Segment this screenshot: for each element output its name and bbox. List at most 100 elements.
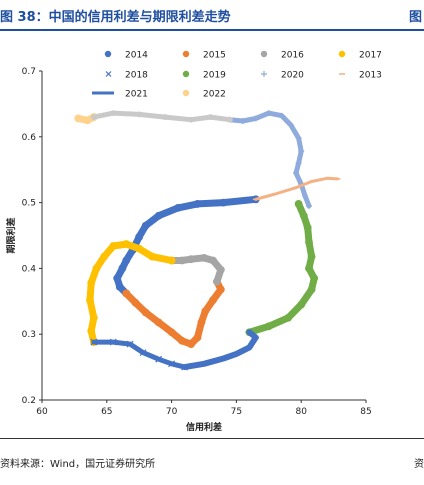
- series-point: [188, 116, 194, 123]
- series-point: [167, 328, 176, 337]
- legend-item-2018: 2018: [105, 71, 148, 81]
- y-tick-label: 0.3: [22, 330, 36, 340]
- y-tick-label: 0.6: [22, 133, 37, 143]
- footer-divider: [0, 438, 424, 439]
- series-point: [168, 360, 176, 368]
- series-point: [302, 193, 309, 200]
- legend-item-2014: 2014: [104, 51, 148, 61]
- series-point: [122, 256, 131, 265]
- x-tick-label: 60: [36, 407, 48, 417]
- series-point: [213, 277, 221, 286]
- series-point: [227, 116, 233, 123]
- legend-item-2019: 2019: [182, 70, 226, 81]
- series-point: [197, 318, 206, 327]
- series-point: [131, 298, 140, 307]
- series-point: [174, 203, 182, 212]
- x-tick-label: 70: [166, 407, 178, 417]
- series-point: [136, 111, 143, 118]
- series-point: [207, 114, 214, 120]
- series-point: [118, 264, 127, 273]
- series-point: [201, 307, 210, 316]
- series-point: [83, 116, 92, 125]
- legend-label: 2013: [359, 71, 382, 81]
- legend-marker: [261, 71, 267, 77]
- series-point: [167, 256, 176, 265]
- series-point: [178, 256, 186, 265]
- series-point: [187, 255, 195, 264]
- series-2021: [181, 329, 259, 371]
- legend-label: 2017: [359, 51, 382, 61]
- series-2018: [90, 338, 188, 371]
- legend-marker: [182, 50, 190, 58]
- x-tick-label: 75: [231, 407, 242, 417]
- series-point: [209, 256, 217, 265]
- series-point: [122, 289, 131, 298]
- series-point: [109, 338, 117, 346]
- series-point: [141, 308, 150, 317]
- series-point: [193, 200, 202, 208]
- next-figure-title-fragment: 图: [409, 10, 423, 25]
- series-point: [216, 265, 225, 274]
- series-point: [154, 318, 163, 327]
- series-point: [307, 252, 316, 261]
- series-point: [178, 336, 186, 345]
- series-point: [278, 112, 285, 119]
- series-point: [299, 211, 308, 220]
- series-line-2020: [227, 110, 312, 209]
- legend-label: 2014: [125, 51, 148, 61]
- series-point: [109, 242, 118, 250]
- series-point: [200, 253, 208, 262]
- series-point: [219, 198, 228, 207]
- x-axis-title: 信用利差: [186, 421, 222, 433]
- legend-item-2022: 2022: [182, 90, 226, 100]
- series-point: [252, 115, 259, 122]
- legend-marker: [182, 70, 190, 78]
- figure-title: 图 38：中国的信用利差与期限利差走势: [0, 10, 231, 25]
- series-point: [264, 322, 273, 331]
- title-divider: [0, 29, 424, 31]
- series-point: [239, 118, 246, 125]
- x-tick-label: 65: [101, 407, 112, 417]
- series-point: [216, 285, 225, 294]
- series-point: [155, 355, 163, 363]
- series-point: [193, 333, 202, 342]
- series-point: [141, 221, 150, 230]
- legend-item-2021: 2021: [92, 90, 148, 100]
- series-point: [86, 296, 94, 304]
- legend-label: 2020: [281, 71, 304, 81]
- series-point: [284, 313, 293, 322]
- series-point: [89, 313, 98, 322]
- series-point: [295, 135, 302, 142]
- credit-term-spread-chart: 2014 2015 2016 2017 2018 2019 2020 2013 2021 2022…: [5, 51, 382, 434]
- legend-label: 2015: [203, 51, 226, 61]
- series-point: [298, 148, 305, 155]
- series-2013: [252, 176, 341, 201]
- legend-item-2020: 2020: [261, 71, 304, 81]
- legend-item-2013: 2013: [339, 71, 382, 81]
- legend-label: 2019: [203, 71, 226, 81]
- source-note: 资料来源：Wind，国元证券研究所: [0, 459, 156, 470]
- series-point: [87, 327, 96, 335]
- legend-label: 2016: [281, 51, 304, 61]
- series-point: [126, 340, 134, 348]
- series-point: [310, 274, 319, 283]
- legend-label: 2018: [125, 71, 148, 81]
- legend-item-2015: 2015: [182, 50, 226, 61]
- series-point: [303, 223, 312, 232]
- series-point: [122, 240, 131, 248]
- series-point: [90, 114, 97, 120]
- series-point: [293, 169, 300, 176]
- legend-label: 2022: [203, 90, 226, 100]
- series-point: [92, 264, 101, 273]
- series-2016: [167, 253, 225, 286]
- series-point: [113, 274, 122, 283]
- series-point: [74, 114, 83, 123]
- series-point: [187, 340, 195, 348]
- series-point: [305, 264, 313, 273]
- axes: 60 65 70 75 80 85 0.2 0.3 0.4 0.5 0.6 0.7 信用利差 期限利差: [5, 67, 372, 433]
- legend-item-2017: 2017: [338, 51, 382, 61]
- legend: 2014 2015 2016 2017 2018 2019 2020 2013 2021 2022: [92, 51, 382, 100]
- legend-item-2016: 2016: [260, 51, 304, 61]
- series-point: [294, 200, 303, 208]
- series-point: [305, 202, 312, 209]
